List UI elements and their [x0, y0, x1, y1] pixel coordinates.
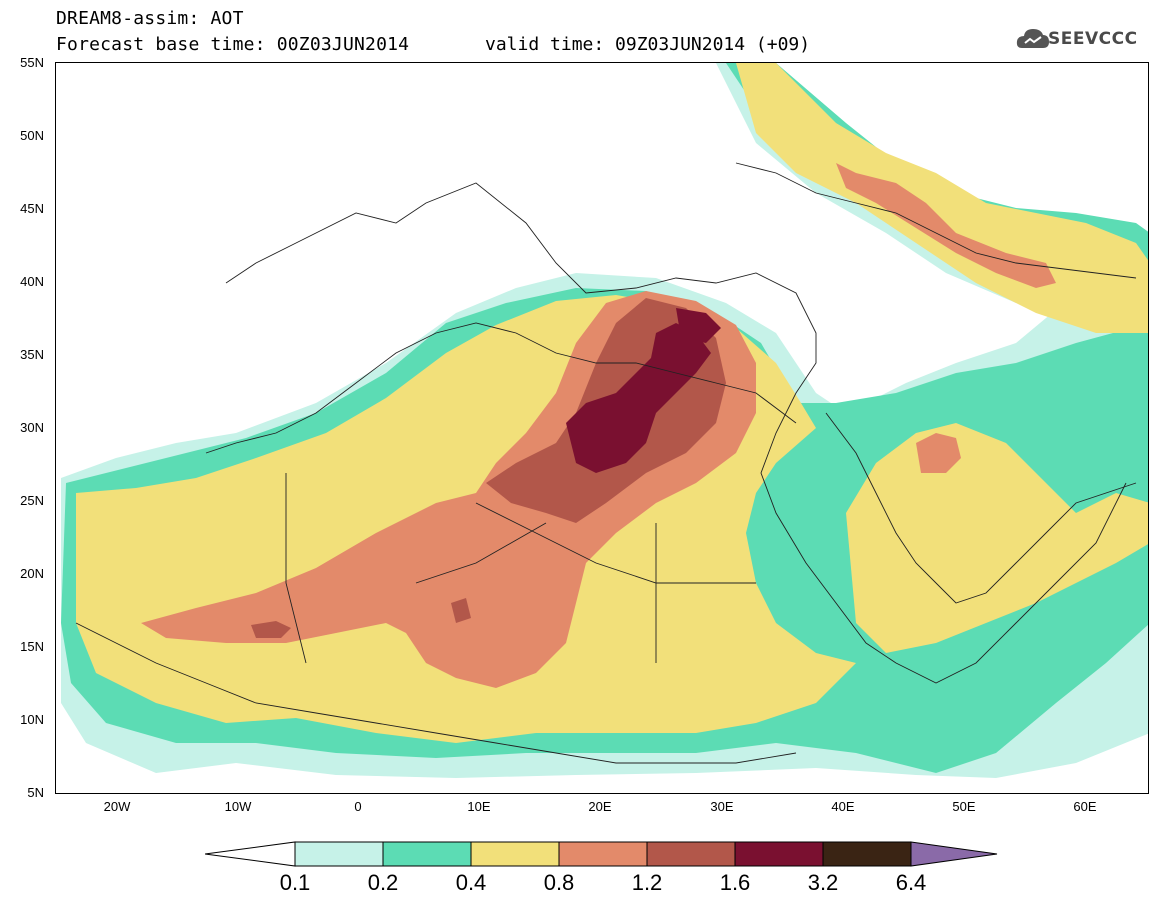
- lat-label-5n: 5N: [27, 785, 44, 800]
- logo-text: SEEVCCC: [1048, 29, 1138, 49]
- colorbar-bin-3: [470, 841, 560, 867]
- lon-label-20e: 20E: [588, 799, 612, 814]
- seevccc-logo-icon: [1016, 29, 1049, 48]
- colorbar-arrow-low: [205, 841, 296, 867]
- lat-label-45n: 45N: [20, 201, 44, 216]
- lat-label-20n: 20N: [20, 566, 44, 581]
- colorbar-bin-1: [294, 841, 384, 867]
- colorbar-arrow-high: [910, 841, 998, 867]
- lat-label-55n: 55N: [20, 55, 44, 70]
- colorbar-label-6-4: 6.4: [895, 870, 927, 895]
- colorbar-label-3-2: 3.2: [807, 870, 839, 895]
- aot-map: [55, 62, 1149, 794]
- lon-label-60e: 60E: [1073, 799, 1097, 814]
- lon-label-0: 0: [354, 799, 362, 814]
- colorbar-bin-5: [646, 841, 736, 867]
- lat-label-10n: 10N: [20, 712, 44, 727]
- coastlines: [75, 162, 1137, 764]
- lon-label-10w: 10W: [224, 799, 252, 814]
- forecast-base-time: Forecast base time: 00Z03JUN2014: [56, 34, 410, 55]
- colorbar-label-0-2: 0.2: [367, 870, 399, 895]
- aot-colorbar: [205, 841, 998, 867]
- lat-label-15n: 15N: [20, 639, 44, 654]
- lat-label-25n: 25N: [20, 493, 44, 508]
- map-title: DREAM8-assim: AOT: [56, 8, 244, 29]
- lon-label-40e: 40E: [831, 799, 855, 814]
- colorbar-bin-2: [382, 841, 472, 867]
- colorbar-label-1-6: 1.6: [719, 870, 751, 895]
- lat-label-35n: 35N: [20, 347, 44, 362]
- lon-label-10e: 10E: [467, 799, 491, 814]
- lat-label-30n: 30N: [20, 420, 44, 435]
- colorbar-label-0-1: 0.1: [279, 870, 311, 895]
- valid-time: valid time: 09Z03JUN2014 (+09): [485, 34, 811, 55]
- aot-band-1-6: [566, 308, 721, 473]
- lon-label-20w: 20W: [103, 799, 131, 814]
- colorbar-label-0-8: 0.8: [543, 870, 575, 895]
- colorbar-label-0-4: 0.4: [455, 870, 487, 895]
- colorbar-bin-7: [822, 841, 912, 867]
- lat-label-50n: 50N: [20, 128, 44, 143]
- lon-label-30e: 30E: [710, 799, 734, 814]
- lat-label-40n: 40N: [20, 274, 44, 289]
- colorbar-bin-4: [558, 841, 648, 867]
- colorbar-label-1-2: 1.2: [631, 870, 663, 895]
- lon-label-50e: 50E: [952, 799, 976, 814]
- colorbar-bin-6: [734, 841, 824, 867]
